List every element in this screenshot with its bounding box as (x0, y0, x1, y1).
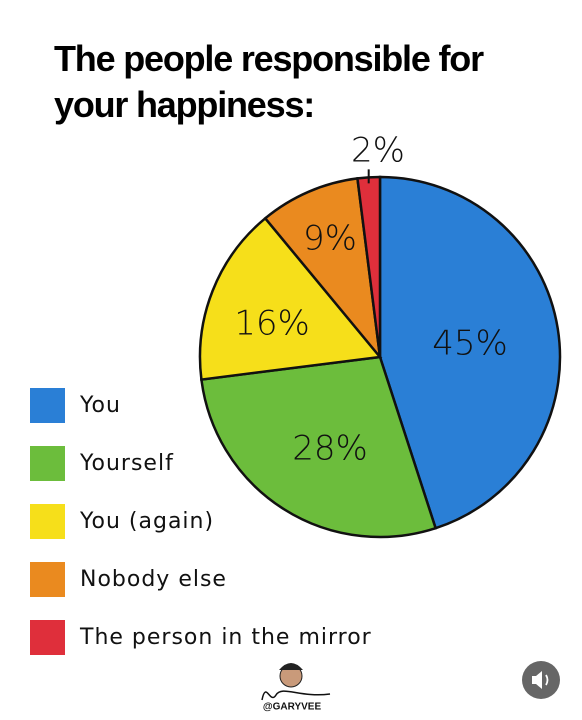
pie-slice (263, 177, 382, 362)
pie-slice (378, 175, 562, 530)
pie-slice (200, 355, 438, 539)
legend-label: You (79, 393, 121, 418)
logo-signature (261, 690, 331, 701)
legend-swatch (30, 504, 65, 539)
watermark: @GARYVEE (263, 702, 322, 713)
chart-title: The people responsible for your happines… (54, 38, 484, 125)
sound-icon (532, 671, 542, 689)
logo-cap (279, 663, 303, 670)
legend-label: Nobody else (80, 567, 227, 592)
sound-button[interactable] (522, 661, 560, 699)
data-label: 9% (303, 219, 357, 259)
data-label: 45% (432, 324, 508, 364)
sound-waves (545, 674, 549, 686)
legend-swatch (30, 446, 65, 481)
legend-swatch (30, 562, 65, 597)
legend-label: The person in the mirror (79, 625, 372, 650)
legend-swatch (30, 388, 65, 423)
legend-label: You (again) (79, 509, 214, 534)
pie-slice (198, 216, 383, 381)
data-label: 16% (234, 304, 310, 344)
legend-label: Yourself (79, 451, 174, 476)
data-label: 2% (351, 131, 405, 171)
legend-swatch (30, 620, 65, 655)
data-label: 28% (292, 429, 368, 469)
